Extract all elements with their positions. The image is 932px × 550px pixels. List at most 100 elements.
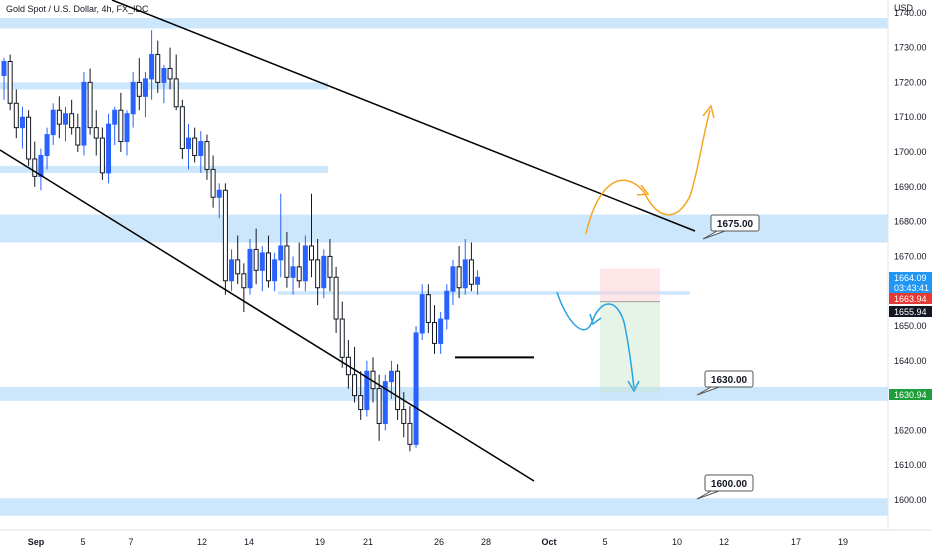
price-tick-label: 1730.00 bbox=[894, 43, 927, 53]
candle-body bbox=[7, 61, 13, 104]
time-axis[interactable]: Sep 5 7 12 14 19 21 26 28 Oct 5 10 12 17 19 bbox=[0, 529, 932, 547]
candle-body bbox=[118, 109, 124, 143]
candle-body bbox=[149, 54, 155, 80]
candle-body bbox=[284, 245, 290, 278]
zone-band bbox=[0, 386, 888, 401]
zone-band bbox=[0, 18, 888, 29]
candle-body bbox=[142, 78, 148, 97]
candle-body bbox=[192, 137, 198, 156]
zone-band bbox=[0, 165, 328, 173]
candle-body bbox=[44, 134, 50, 156]
candle-body bbox=[179, 106, 185, 150]
candle-body bbox=[290, 266, 296, 278]
time-tick-label: 7 bbox=[128, 537, 133, 547]
candle-body bbox=[50, 109, 56, 136]
time-tick-label: Sep bbox=[28, 537, 45, 547]
callouts-layer: 1675.00 1630.00 1600.00 bbox=[696, 214, 760, 500]
candle-body bbox=[19, 116, 25, 129]
bearish-arrow-head bbox=[627, 380, 640, 393]
candle-body bbox=[69, 113, 75, 129]
price-callout-box bbox=[704, 370, 754, 388]
candle-body bbox=[388, 370, 394, 383]
price-tick-label: 1720.00 bbox=[894, 77, 927, 87]
bearish-projection-arrow bbox=[556, 291, 635, 389]
time-tick-label: Oct bbox=[541, 537, 556, 547]
trade-box-layer bbox=[600, 268, 660, 393]
time-tick-label: 12 bbox=[719, 537, 729, 547]
bullish-projection-arrow bbox=[585, 109, 711, 235]
zone-band bbox=[278, 291, 690, 295]
price-tick-label: 1700.00 bbox=[894, 147, 927, 157]
candle-body bbox=[272, 259, 278, 282]
time-tick-label: 26 bbox=[434, 537, 444, 547]
candle-body bbox=[130, 81, 136, 115]
candle-body bbox=[413, 332, 419, 445]
time-tick-label: 5 bbox=[602, 537, 607, 547]
price-tick-label: 1650.00 bbox=[894, 321, 927, 331]
callout-pointer bbox=[696, 386, 720, 396]
trend-line bbox=[111, 0, 696, 232]
candle-body bbox=[87, 81, 93, 129]
candle-body bbox=[259, 252, 265, 271]
candle-body bbox=[32, 158, 38, 177]
take-profit-box bbox=[600, 301, 660, 393]
time-tick-label: 5 bbox=[80, 537, 85, 547]
candle-body bbox=[198, 141, 204, 156]
price-callout-box bbox=[710, 214, 760, 232]
candle-body bbox=[333, 276, 339, 320]
candle-body bbox=[302, 245, 308, 282]
candle-body bbox=[456, 266, 462, 289]
price-tag bbox=[889, 293, 932, 304]
price-tag-label: 1663.94 bbox=[894, 294, 927, 304]
candle-body bbox=[450, 266, 456, 292]
bearish-arrow-head bbox=[589, 313, 602, 326]
candle-body bbox=[210, 168, 216, 198]
chart-title: Gold Spot / U.S. Dollar, 4h, FX_IDC bbox=[6, 4, 149, 14]
price-callout-box bbox=[704, 474, 754, 492]
time-tick-label: 14 bbox=[244, 537, 254, 547]
candle-body bbox=[364, 370, 370, 411]
price-tick-label: 1620.00 bbox=[894, 425, 927, 435]
candle-body bbox=[395, 370, 401, 411]
callout-pointer bbox=[696, 490, 720, 500]
candle-body bbox=[468, 259, 474, 285]
price-tick-label: 1680.00 bbox=[894, 217, 927, 227]
candle-body bbox=[216, 189, 222, 198]
candle-body bbox=[235, 259, 241, 275]
candle-body bbox=[432, 322, 437, 344]
candle-body bbox=[124, 113, 130, 143]
candle-body bbox=[81, 81, 87, 146]
price-tag bbox=[889, 306, 932, 317]
candle-body bbox=[339, 318, 345, 358]
candle-body bbox=[425, 294, 431, 324]
candle-body bbox=[352, 374, 358, 397]
candle-body bbox=[376, 388, 382, 424]
price-tag-label: 1655.94 bbox=[894, 307, 927, 317]
candle-body bbox=[161, 67, 167, 83]
price-tag bbox=[889, 389, 932, 400]
candle-body bbox=[173, 78, 179, 108]
price-axis[interactable]: USD1600.001610.001620.001630.001640.0016… bbox=[887, 0, 927, 530]
candle-body bbox=[106, 123, 112, 174]
candle-body bbox=[63, 113, 68, 125]
candle-body bbox=[382, 381, 388, 424]
candle-body bbox=[56, 109, 62, 125]
candle-body bbox=[253, 248, 259, 271]
price-tag bbox=[889, 272, 932, 293]
time-tick-label: 12 bbox=[197, 537, 207, 547]
candle-body bbox=[296, 266, 302, 282]
bullish-arrow-head bbox=[636, 184, 650, 196]
candle-body bbox=[222, 189, 228, 282]
time-tick-label: 28 bbox=[481, 537, 491, 547]
projection-arrows-layer bbox=[556, 104, 715, 393]
countdown-label: 03:43:41 bbox=[894, 283, 929, 293]
candle-body bbox=[75, 127, 81, 146]
candle-body bbox=[99, 137, 105, 174]
candle-body bbox=[438, 318, 444, 344]
candle-body bbox=[278, 245, 284, 261]
time-tick-label: 21 bbox=[363, 537, 373, 547]
candle-body bbox=[265, 252, 271, 282]
candle-body bbox=[112, 109, 118, 125]
